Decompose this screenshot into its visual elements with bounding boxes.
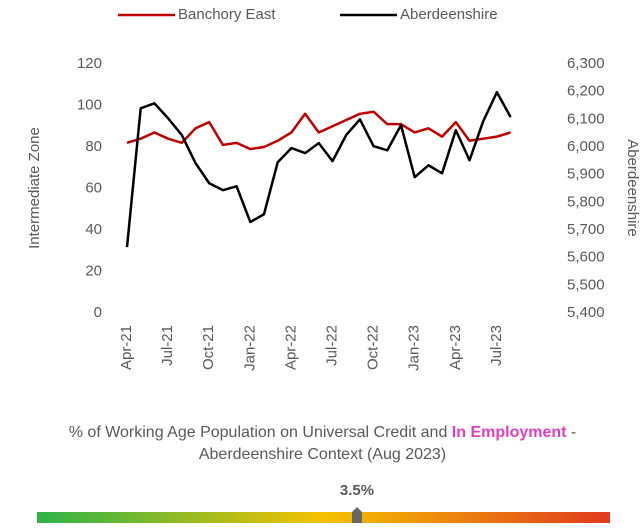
x-tick-label: Jul-21 <box>159 325 176 366</box>
y2-tick-label: 6,000 <box>567 138 605 155</box>
x-tick-label: Apr-22 <box>282 325 299 370</box>
y2-tick-label: 6,200 <box>567 83 605 100</box>
y-tick-label: 20 <box>85 262 102 279</box>
y2-axis-title: Aberdeenshire <box>624 139 641 237</box>
gauge-label: 3.5% <box>340 482 374 499</box>
x-tick-label: Jul-23 <box>488 325 505 366</box>
x-tick-label: Jan-22 <box>241 325 258 371</box>
x-tick-label: Apr-21 <box>118 325 135 370</box>
caption-text: % of Working Age Population on Universal… <box>68 424 452 441</box>
gauge-bar <box>37 512 610 523</box>
y-tick-label: 0 <box>94 304 102 321</box>
legend-label: Aberdeenshire <box>400 6 498 23</box>
y-tick-label: 40 <box>85 221 102 238</box>
y2-tick-label: 5,500 <box>567 276 605 293</box>
caption: % of Working Age Population on Universal… <box>50 422 595 466</box>
y-axis-title: Intermediate Zone <box>26 127 43 249</box>
y2-tick-label: 5,700 <box>567 221 605 238</box>
caption-text: - Aberdeenshire Context (Aug 2023) <box>198 424 577 463</box>
gauge-marker <box>352 507 362 523</box>
y-tick-label: 60 <box>85 179 102 196</box>
x-tick-label: Oct-21 <box>200 325 217 370</box>
x-tick-label: Jul-22 <box>323 325 340 366</box>
x-tick-label: Oct-22 <box>365 325 382 370</box>
data-line <box>126 110 511 151</box>
y-tick-label: 120 <box>77 55 102 72</box>
caption-highlight: In Employment <box>451 424 567 441</box>
x-tick-label: Jan-23 <box>406 325 423 371</box>
y2-tick-label: 5,600 <box>567 249 605 266</box>
y2-tick-label: 5,400 <box>567 304 605 321</box>
y2-tick-label: 5,900 <box>567 166 605 183</box>
data-line <box>125 90 512 248</box>
y2-tick-label: 6,100 <box>567 110 605 127</box>
y-tick-label: 80 <box>85 138 102 155</box>
legend-label: Banchory East <box>178 6 276 23</box>
y2-tick-label: 6,300 <box>567 55 605 72</box>
x-tick-label: Apr-23 <box>447 325 464 370</box>
y-tick-label: 100 <box>77 96 102 113</box>
y2-tick-label: 5,800 <box>567 193 605 210</box>
